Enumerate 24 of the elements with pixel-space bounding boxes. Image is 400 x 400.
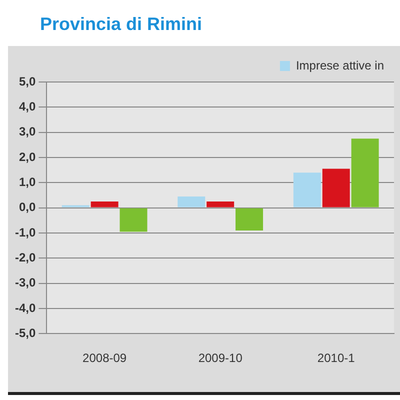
bar <box>351 138 379 208</box>
y-tick-label: 2,0 <box>18 150 36 164</box>
y-tick-label: -5,0 <box>14 326 36 340</box>
y-tick-label: 1,0 <box>18 174 36 189</box>
x-tick-label: 2009-10 <box>198 351 243 366</box>
bar <box>206 202 234 208</box>
chart-title: Provincia di Rimini <box>40 14 202 35</box>
bar <box>120 208 148 232</box>
y-tick-label: -3,0 <box>14 276 36 290</box>
y-tick-label: 4,0 <box>18 99 36 114</box>
y-tick-label: 3,0 <box>18 124 36 139</box>
y-tick-label: -4,0 <box>14 300 36 315</box>
bar <box>236 208 264 230</box>
y-tick-label: 5,0 <box>18 74 36 88</box>
y-tick-label: -1,0 <box>14 225 36 240</box>
x-tick-label: 2010-1 <box>317 351 356 366</box>
y-tick-label: -2,0 <box>14 250 36 264</box>
bar <box>178 196 206 208</box>
y-tick-label: 0,0 <box>18 200 36 214</box>
bar <box>90 202 118 208</box>
bar <box>293 172 321 208</box>
legend-label: Imprese attive in <box>296 58 384 72</box>
x-tick-label: 2008-09 <box>82 351 127 366</box>
bar <box>322 168 350 208</box>
